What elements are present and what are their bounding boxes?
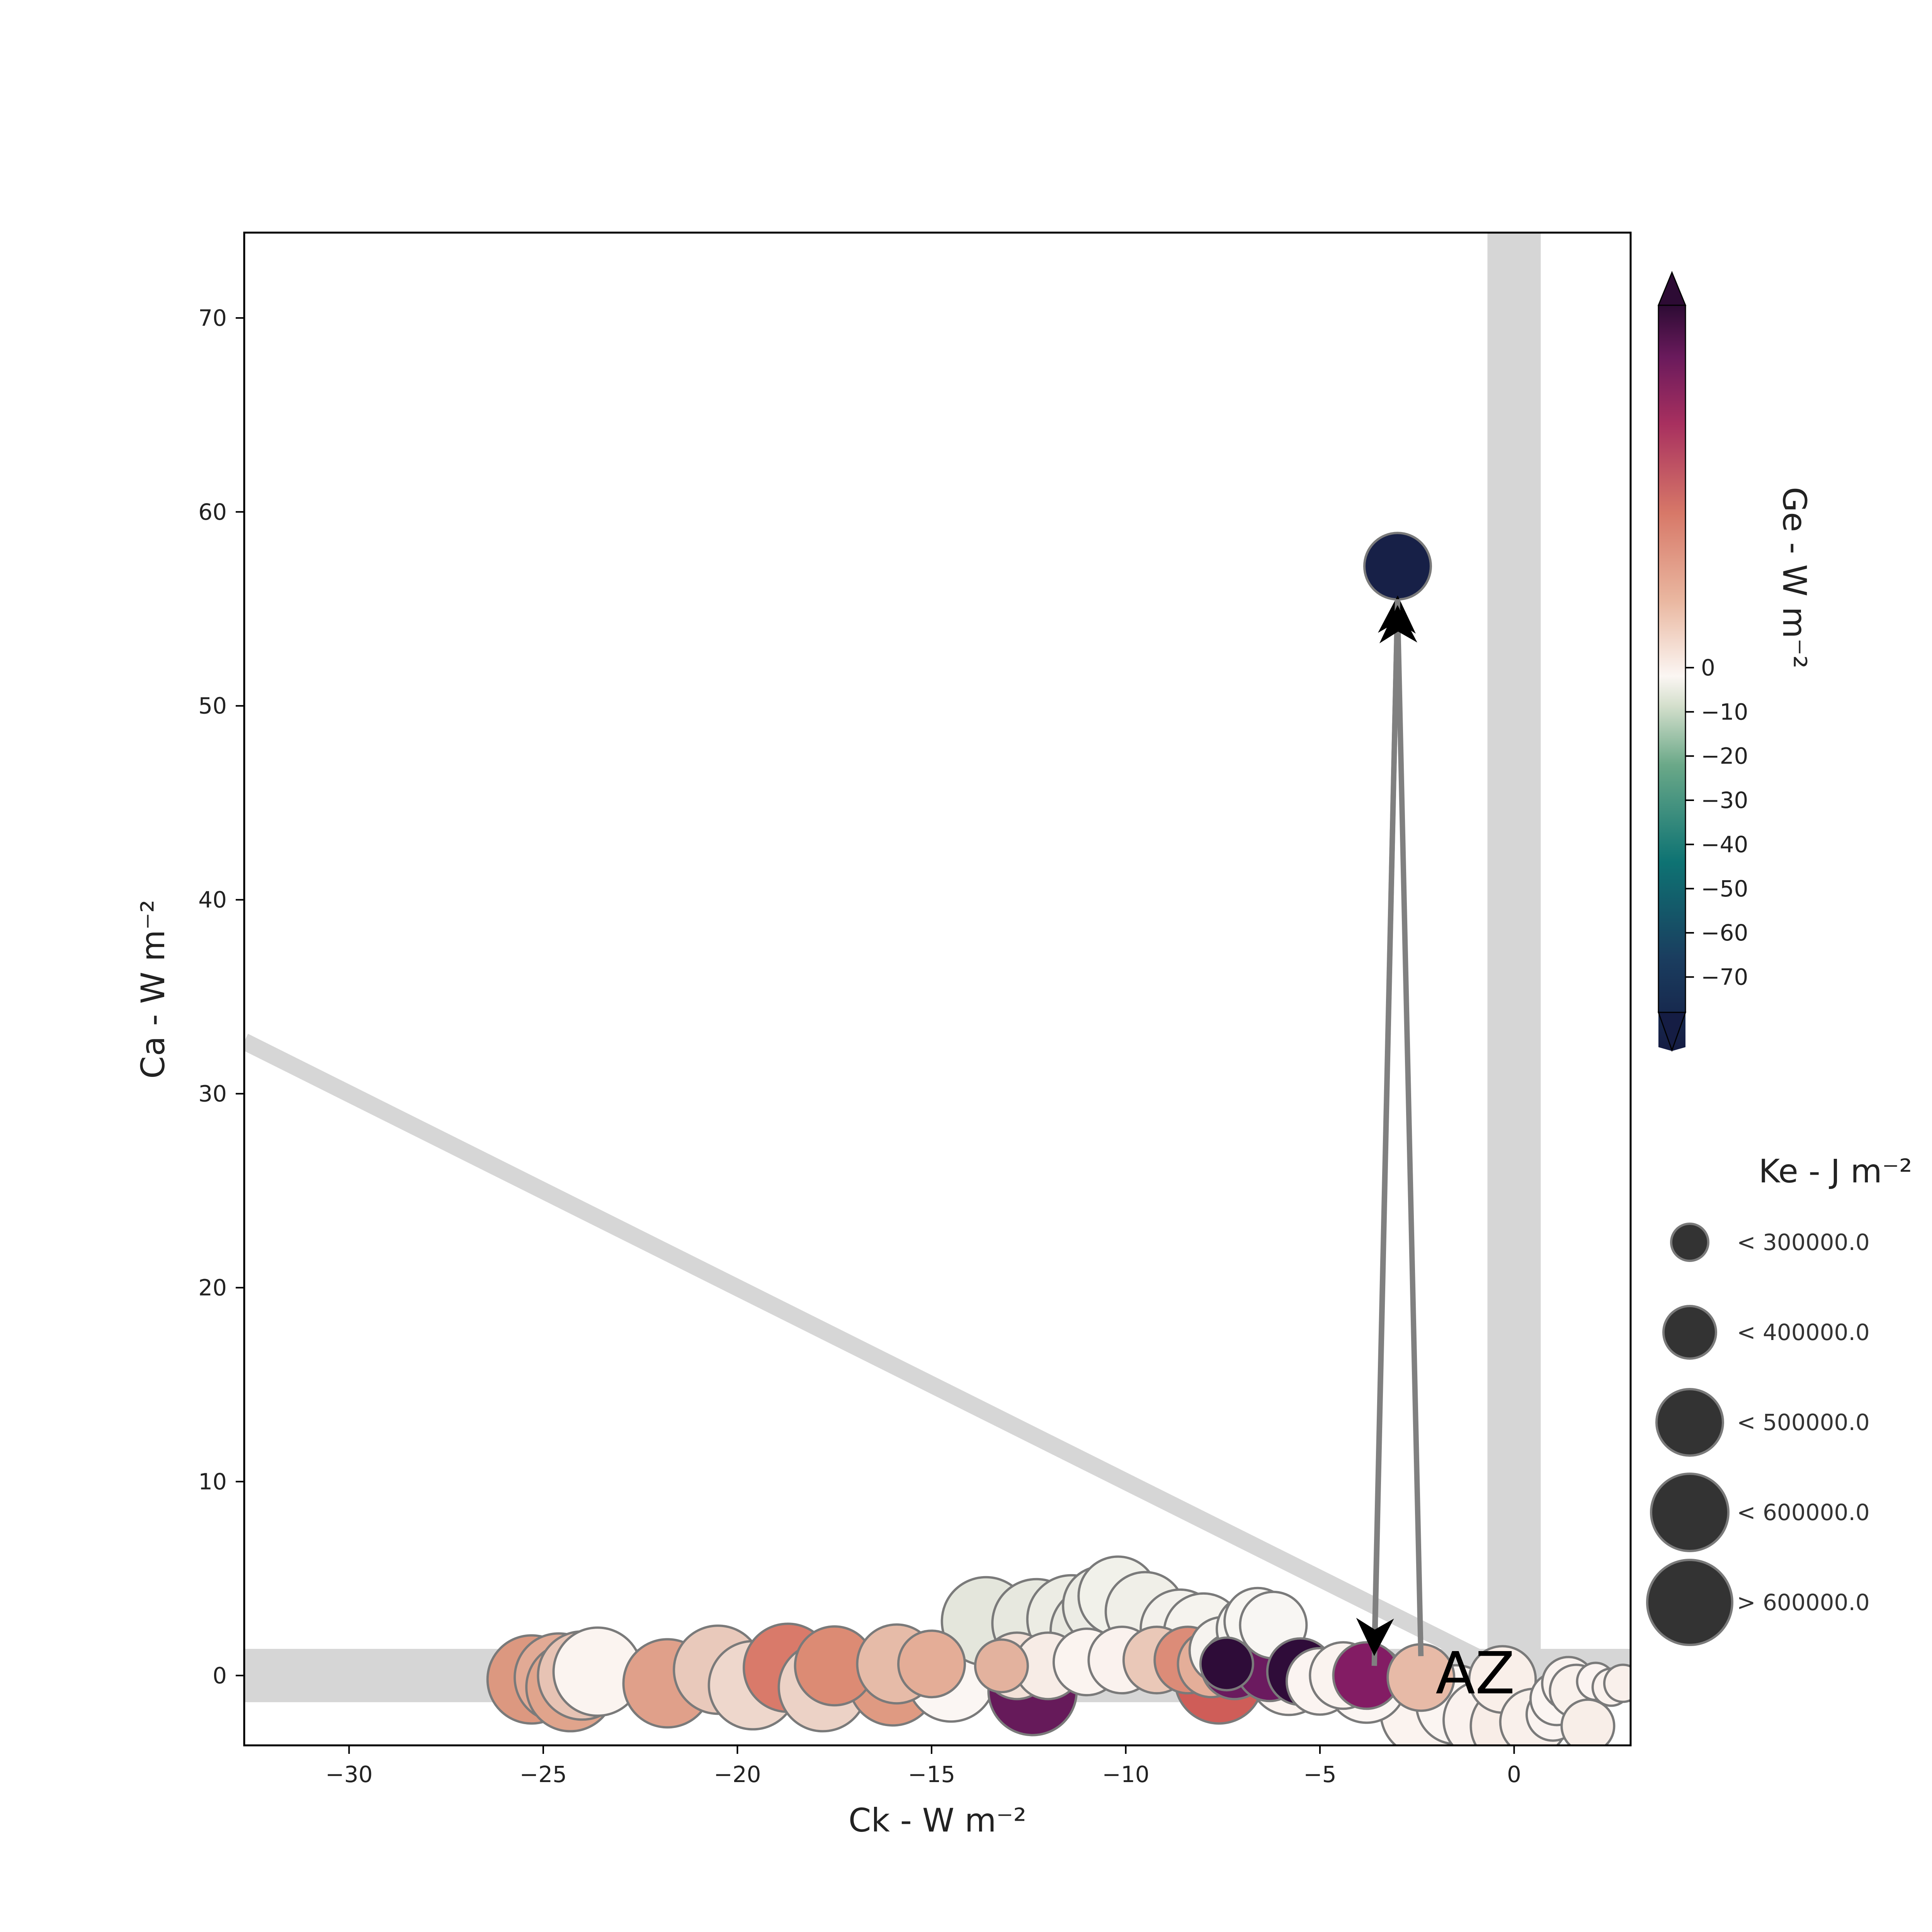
plot-background — [244, 233, 1631, 1745]
y-tick-label: 30 — [198, 1081, 227, 1107]
x-tick-label: −5 — [1303, 1761, 1337, 1787]
colorbar-tick-label: −70 — [1701, 964, 1748, 990]
y-tick-label: 10 — [198, 1468, 227, 1495]
data-point — [897, 1629, 966, 1699]
x-tick-label: −10 — [1102, 1761, 1149, 1787]
data-point — [974, 1638, 1029, 1694]
y-tick-label: 70 — [198, 305, 227, 331]
size-legend-marker — [1670, 1223, 1709, 1262]
colorbar-tick-label: −60 — [1701, 920, 1748, 946]
size-legend-marker — [1646, 1559, 1733, 1646]
plot-area: AZ — [243, 231, 1632, 1747]
y-tick-label: 50 — [198, 693, 227, 719]
colorbar-title: Ge - W m⁻² — [1776, 487, 1813, 668]
size-legend-title: Ke - J m⁻² — [1759, 1152, 1912, 1190]
balance-line-band — [244, 1034, 1518, 1683]
x-axis-title: Ck - W m⁻² — [849, 1801, 1027, 1839]
trajectory-arrow — [1356, 599, 1400, 1656]
colorbar-tick-label: −10 — [1701, 699, 1748, 725]
colorbar-tick-label: 0 — [1701, 655, 1715, 681]
x-tick-label: −20 — [714, 1761, 761, 1787]
colorbar: 0 −10 −20 −30 −40 −50 −60 −70 Ge - W m⁻² — [1657, 271, 1813, 1052]
size-legend-marker — [1650, 1473, 1730, 1552]
size-legend-marker — [1655, 1388, 1724, 1457]
plot-frame — [243, 231, 1632, 1747]
y-tick-label: 0 — [213, 1662, 227, 1689]
colorbar-extend-top — [1657, 271, 1687, 306]
colorbar-tick-label: −40 — [1701, 831, 1748, 857]
colorbar-frame — [1658, 304, 1686, 1013]
data-point — [1199, 1636, 1254, 1692]
y-tick-label: 40 — [198, 887, 227, 913]
y-axis-title: Ca - W m⁻² — [134, 900, 172, 1078]
size-legend: Ke - J m⁻² < 300000.0 < 400000.0 < 500000.… — [1646, 1152, 1912, 1646]
colorbar-gradient — [1658, 305, 1685, 1047]
colorbar-tick-label: −50 — [1701, 876, 1748, 902]
colorbar-tick-label: −20 — [1701, 743, 1748, 769]
y-tick-label: 20 — [198, 1274, 227, 1301]
data-point — [1603, 1663, 1631, 1703]
x-axis-ticks: −30 −25 −20 −15 −10 −5 0 — [325, 1745, 1521, 1787]
trajectory-arrow — [1379, 605, 1424, 1656]
data-point — [1363, 532, 1432, 601]
size-legend-marker — [1662, 1305, 1717, 1360]
colorbar-ticks: 0 −10 −20 −30 −40 −50 −60 −70 — [1685, 655, 1748, 990]
x-tick-label: −25 — [520, 1761, 567, 1787]
data-point — [1560, 1698, 1616, 1745]
y-tick-label: 60 — [198, 499, 227, 525]
y-axis-ticks: 0 10 20 30 40 50 60 70 — [198, 305, 244, 1689]
size-legend-label: < 300000.0 — [1737, 1229, 1870, 1255]
x-tick-label: −15 — [908, 1761, 955, 1787]
size-legend-label: < 400000.0 — [1737, 1319, 1870, 1345]
size-legend-entries: < 300000.0 < 400000.0 < 500000.0 < 600000.0… — [1646, 1223, 1870, 1646]
colorbar-tick-label: −30 — [1701, 787, 1748, 813]
size-legend-label: > 600000.0 — [1737, 1589, 1870, 1616]
arrows — [1356, 595, 1424, 1666]
size-legend-label: < 500000.0 — [1737, 1409, 1870, 1435]
x-tick-label: −30 — [325, 1761, 372, 1787]
size-legend-label: < 600000.0 — [1737, 1499, 1870, 1526]
scatter-points — [486, 532, 1631, 1745]
annotation-label: AZ — [1435, 1640, 1515, 1707]
x-tick-label: 0 — [1507, 1761, 1521, 1787]
